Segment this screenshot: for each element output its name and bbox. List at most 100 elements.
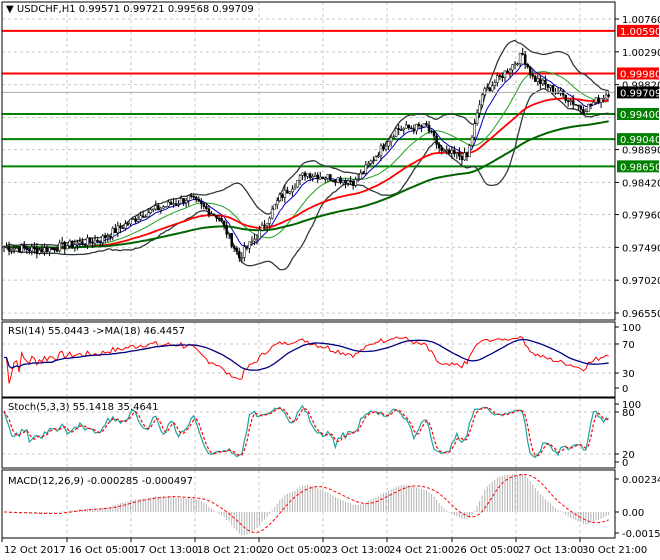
time-label: 30 Oct 21:00 [582,545,647,556]
candle [91,237,94,248]
candle-body [607,94,610,97]
candle [250,236,254,246]
candle [566,99,570,107]
macd-axis-label: 0.00 [622,508,644,519]
candle [511,64,514,73]
collapse-triangle-icon[interactable]: ▼ [6,4,14,15]
candle [40,244,44,253]
candle-body [460,156,464,161]
candle-body [240,257,244,259]
candle-body [66,245,69,250]
candle-body [331,180,335,182]
candle-body [364,164,368,174]
candle-body [329,174,332,181]
stoch-axis-label: 80 [622,408,635,419]
candle [83,243,87,247]
candle-body [308,173,312,179]
candle [448,147,451,156]
candle-body [121,227,125,230]
candle [167,200,170,208]
candle-body [81,241,84,245]
candle [88,237,92,245]
candle [101,233,104,247]
candle [136,214,140,223]
candle-body [86,237,89,246]
candle [399,125,403,131]
candle-body [111,228,115,238]
candle-body [356,178,360,181]
candle-body [475,112,479,124]
main-panel[interactable] [2,29,615,271]
candle-body [101,235,104,243]
candle [212,213,216,216]
candle-body [43,247,46,253]
ma-dark-green [4,120,609,249]
candle [526,62,529,69]
candle [184,198,188,208]
candle [369,159,373,166]
candle-body [372,160,375,162]
candle [602,94,605,103]
candle-body [508,69,512,74]
candle [425,120,428,127]
candle-body [222,220,226,226]
candle-body [235,248,239,252]
candle-body [187,195,190,201]
candle-body [592,102,595,106]
stoch-label: Stoch(5,3,3) 55.1418 35.4641 [8,402,159,413]
candle-body [349,180,352,182]
candle-body [169,201,173,205]
candle [106,233,109,243]
candle [265,223,269,232]
candle-body [493,82,497,86]
candle [164,206,168,208]
candle-body [98,241,102,243]
candle [450,146,454,159]
candle [531,69,535,80]
candle [432,130,436,141]
candle-body [503,70,507,79]
candle [313,172,317,177]
candle-body [136,218,140,222]
candle-body [379,145,383,157]
candle [152,208,155,213]
candle-body [518,53,522,64]
price-tick-label: 0.98890 [622,146,660,157]
candle [546,83,550,90]
candle [263,219,266,230]
current-price-tag-bg [617,86,659,99]
level-tag-bg [617,24,659,37]
macd-axis-label: -0.001591 [622,529,660,540]
candle [465,151,469,162]
indicator-panels[interactable] [3,336,610,536]
candle-body [7,246,11,251]
candle [230,232,233,249]
candle [303,171,307,181]
candle [319,171,322,180]
candle-body [387,141,390,147]
candle-body [377,155,380,158]
candle [253,233,256,246]
candle [379,143,383,162]
candle-body [389,137,393,143]
candle [579,104,583,115]
candle-body [448,149,451,154]
candle-body [597,97,600,103]
candle [238,247,241,262]
candle [308,172,312,181]
price-tick-label: 1.00760 [622,15,660,26]
candle-body [577,104,580,107]
candle [331,179,335,182]
candle [76,239,79,251]
time-label: 12 Oct 2017 [4,545,66,556]
candle-body [546,84,550,88]
chart-header[interactable]: ▼ USDCHF,H1 0.99571 0.99721 0.99568 0.99… [6,4,254,15]
macd-axis-label: 0.002347 [622,475,660,486]
rsi-axis-label: 0 [622,384,628,395]
stoch-axis-label: 0 [622,458,628,469]
candle-body [582,109,585,114]
candle-body [205,206,208,209]
candle-body [230,233,233,247]
